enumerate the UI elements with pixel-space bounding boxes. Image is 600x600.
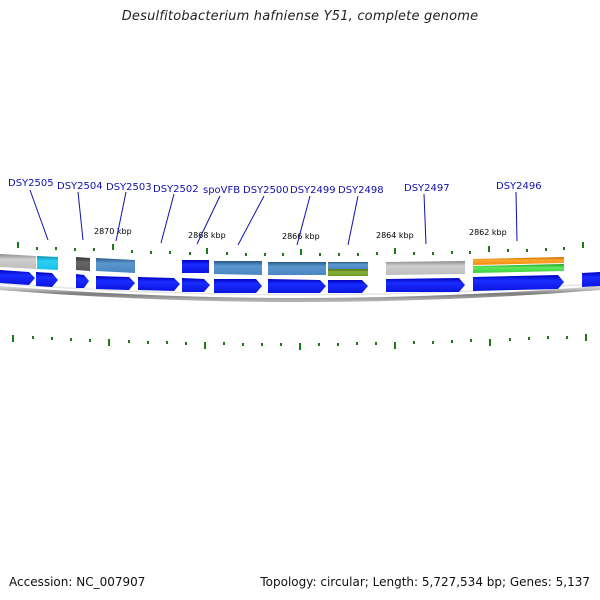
- position-label-2870: 2870 kbp: [94, 227, 132, 236]
- outer-ticks: [17, 242, 584, 256]
- gene-arrow-dsy2499[interactable]: [268, 279, 326, 293]
- accession-text: Accession: NC_007907: [9, 575, 146, 589]
- gene-arrow-dsy2500[interactable]: [214, 279, 262, 293]
- gene-label-dsy2499[interactable]: DSY2499: [290, 185, 336, 196]
- gene-arrow-dsy2496[interactable]: [473, 275, 564, 291]
- gene-label-dsy2498[interactable]: DSY2498: [338, 185, 384, 196]
- genome-summary-text: Topology: circular; Length: 5,727,534 bp…: [260, 575, 590, 589]
- feature-dsy2503[interactable]: [96, 258, 135, 273]
- label-leaders: [29, 189, 518, 246]
- gene-arrow-dsy2498[interactable]: [328, 280, 368, 293]
- gene-label-dsy2504[interactable]: DSY2504: [57, 181, 103, 192]
- feature-dsy2496-orange[interactable]: [473, 257, 564, 265]
- inner-ticks: [12, 334, 587, 350]
- gene-arrow-dsy2504[interactable]: [76, 274, 89, 288]
- genome-backbone: [0, 286, 600, 302]
- gene-label-spovfb[interactable]: spoVFB: [203, 185, 240, 196]
- feature-dsy2497[interactable]: [386, 261, 465, 275]
- gene-arrow-dsy2503[interactable]: [96, 276, 135, 290]
- gene-label-dsy2502[interactable]: DSY2502: [153, 184, 199, 195]
- gene-label-dsy2500[interactable]: DSY2500: [243, 185, 289, 196]
- gene-label-dsy2505[interactable]: DSY2505: [8, 178, 54, 189]
- position-label-2864: 2864 kbp: [376, 231, 414, 240]
- gene-arrow-spovfb[interactable]: [182, 278, 210, 292]
- feature-dsy2498-blue[interactable]: [328, 262, 368, 269]
- feature-dsy2498-olive[interactable]: [328, 269, 368, 276]
- gene-arrow-spovfb-upper[interactable]: [182, 260, 209, 273]
- position-label-2868: 2868 kbp: [188, 231, 226, 240]
- feature-track: [0, 254, 564, 276]
- gene-label-dsy2503[interactable]: DSY2503: [106, 182, 152, 193]
- map-title: Desulfitobacterium hafniense Y51, comple…: [121, 9, 479, 24]
- feature-dsy2505-grey[interactable]: [0, 254, 36, 269]
- cds-track: [0, 270, 600, 293]
- feature-dsy2496-green[interactable]: [473, 264, 564, 273]
- upper-gene-arrows: [182, 260, 209, 273]
- gene-label-dsy2496[interactable]: DSY2496: [496, 181, 542, 192]
- gene-arrow-dsy2505-b[interactable]: [36, 272, 58, 287]
- feature-dsy2500[interactable]: [214, 261, 262, 275]
- gene-label-dsy2497[interactable]: DSY2497: [404, 183, 450, 194]
- gene-arrow-right-edge[interactable]: [582, 272, 600, 287]
- feature-dsy2499[interactable]: [268, 262, 326, 275]
- gene-arrow-dsy2497[interactable]: [386, 278, 465, 292]
- position-label-2866: 2866 kbp: [282, 232, 320, 241]
- feature-dsy2505-cyan[interactable]: [37, 256, 58, 270]
- feature-dsy2504[interactable]: [76, 257, 90, 271]
- gene-arrow-dsy2505-a[interactable]: [0, 270, 35, 285]
- gene-arrow-dsy2502[interactable]: [138, 277, 180, 291]
- position-label-2862: 2862 kbp: [469, 228, 507, 237]
